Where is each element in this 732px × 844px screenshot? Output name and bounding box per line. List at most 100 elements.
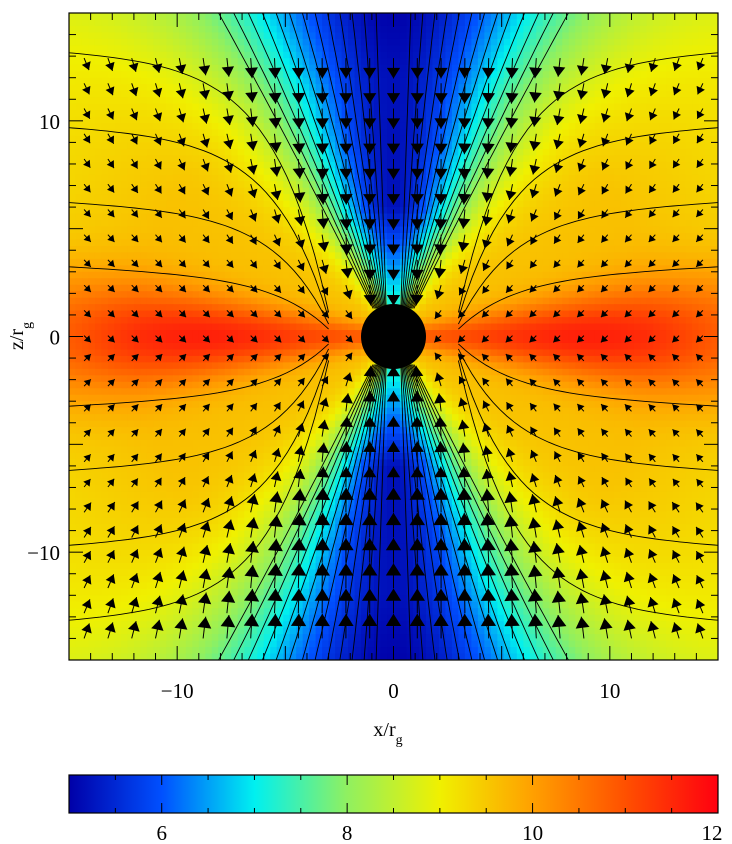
heatmap-cell — [94, 97, 103, 105]
heatmap-cell — [380, 77, 388, 85]
heatmap-cell — [263, 220, 271, 228]
heatmap-cell — [348, 110, 356, 118]
heatmap-cell — [185, 252, 193, 260]
heatmap-cell — [399, 19, 408, 27]
heatmap-cell — [536, 265, 544, 273]
heatmap-cell — [192, 226, 200, 234]
heatmap-cell — [529, 291, 537, 299]
heatmap-cell — [166, 200, 174, 208]
heatmap-cell — [257, 304, 265, 312]
heatmap-cell — [698, 239, 706, 247]
heatmap-cell — [270, 51, 278, 59]
heatmap-cell — [172, 110, 180, 118]
heatmap-cell — [536, 252, 544, 260]
heatmap-cell — [244, 25, 252, 34]
heatmap-cell — [283, 239, 291, 247]
heatmap-cell — [705, 25, 713, 34]
heatmap-cell — [367, 25, 375, 34]
heatmap-cell — [283, 174, 291, 182]
heatmap-cell — [276, 174, 284, 182]
heatmap-cell — [133, 168, 141, 176]
heatmap-cell — [211, 239, 219, 247]
heatmap-cell — [510, 45, 518, 53]
heatmap-cell — [296, 245, 304, 253]
heatmap-cell — [432, 232, 440, 241]
heatmap-cell — [250, 71, 258, 79]
heatmap-cell — [224, 155, 232, 163]
heatmap-cell — [107, 200, 116, 208]
heatmap-cell — [633, 278, 641, 286]
heatmap-cell — [711, 77, 718, 85]
heatmap-cell — [432, 110, 440, 118]
heatmap-cell — [685, 168, 693, 176]
heatmap-cell — [94, 297, 103, 305]
heatmap-cell — [477, 284, 485, 292]
heatmap-cell — [523, 265, 531, 273]
heatmap-cell — [419, 304, 427, 312]
heatmap-cell — [653, 330, 661, 338]
heatmap-cell — [361, 200, 369, 208]
heatmap-cell — [387, 239, 395, 247]
heatmap-cell — [289, 252, 297, 260]
heatmap-cell — [523, 77, 531, 85]
heatmap-cell — [185, 51, 193, 59]
heatmap-cell — [627, 291, 635, 299]
heatmap-cell — [140, 323, 148, 331]
heatmap-cell — [653, 122, 661, 131]
heatmap-cell — [698, 258, 706, 266]
heatmap-cell — [477, 97, 485, 105]
heatmap-cell — [542, 25, 550, 34]
heatmap-cell — [523, 71, 531, 79]
heatmap-cell — [607, 330, 615, 338]
heatmap-cell — [614, 51, 622, 59]
heatmap-cell — [393, 239, 401, 247]
heatmap-cell — [263, 304, 271, 312]
heatmap-cell — [640, 284, 648, 292]
heatmap-cell — [335, 155, 343, 163]
heatmap-cell — [244, 38, 252, 46]
heatmap-cell — [484, 25, 492, 34]
heatmap-cell — [659, 310, 667, 318]
heatmap-cell — [341, 103, 349, 111]
heatmap-cell — [562, 207, 570, 215]
heatmap-cell — [263, 90, 271, 98]
heatmap-cell — [503, 207, 511, 215]
heatmap-cell — [361, 239, 369, 247]
heatmap-cell — [529, 226, 537, 234]
heatmap-cell — [387, 148, 395, 156]
heatmap-cell — [425, 155, 434, 163]
heatmap-cell — [263, 58, 271, 66]
heatmap-cell — [75, 103, 83, 111]
heatmap-cell — [328, 25, 336, 34]
heatmap-cell — [516, 291, 524, 299]
heatmap-cell — [263, 291, 271, 299]
heatmap-cell — [568, 245, 576, 253]
heatmap-cell — [159, 161, 167, 169]
heatmap-cell — [69, 220, 77, 228]
heatmap-cell — [367, 265, 375, 273]
heatmap-cell — [594, 148, 602, 156]
heatmap-cell — [588, 71, 596, 79]
heatmap-cell — [211, 297, 219, 305]
heatmap-cell — [633, 317, 641, 325]
heatmap-cell — [549, 310, 557, 318]
heatmap-cell — [490, 51, 498, 59]
heatmap-cell — [231, 64, 239, 72]
heatmap-cell — [594, 77, 602, 85]
heatmap-cell — [419, 110, 427, 118]
heatmap-cell — [237, 122, 245, 131]
heatmap-cell — [711, 213, 718, 221]
heatmap-cell — [562, 64, 570, 72]
heatmap-cell — [289, 71, 297, 79]
heatmap-cell — [114, 77, 122, 85]
heatmap-cell — [192, 245, 200, 253]
heatmap-cell — [523, 310, 531, 318]
heatmap-cell — [685, 19, 693, 27]
heatmap-cell — [568, 310, 576, 318]
heatmap-cell — [328, 252, 336, 260]
heatmap-cell — [374, 226, 382, 234]
heatmap-cell — [575, 155, 583, 163]
heatmap-cell — [380, 265, 388, 273]
heatmap-cell — [133, 19, 141, 27]
heatmap-cell — [146, 265, 154, 273]
